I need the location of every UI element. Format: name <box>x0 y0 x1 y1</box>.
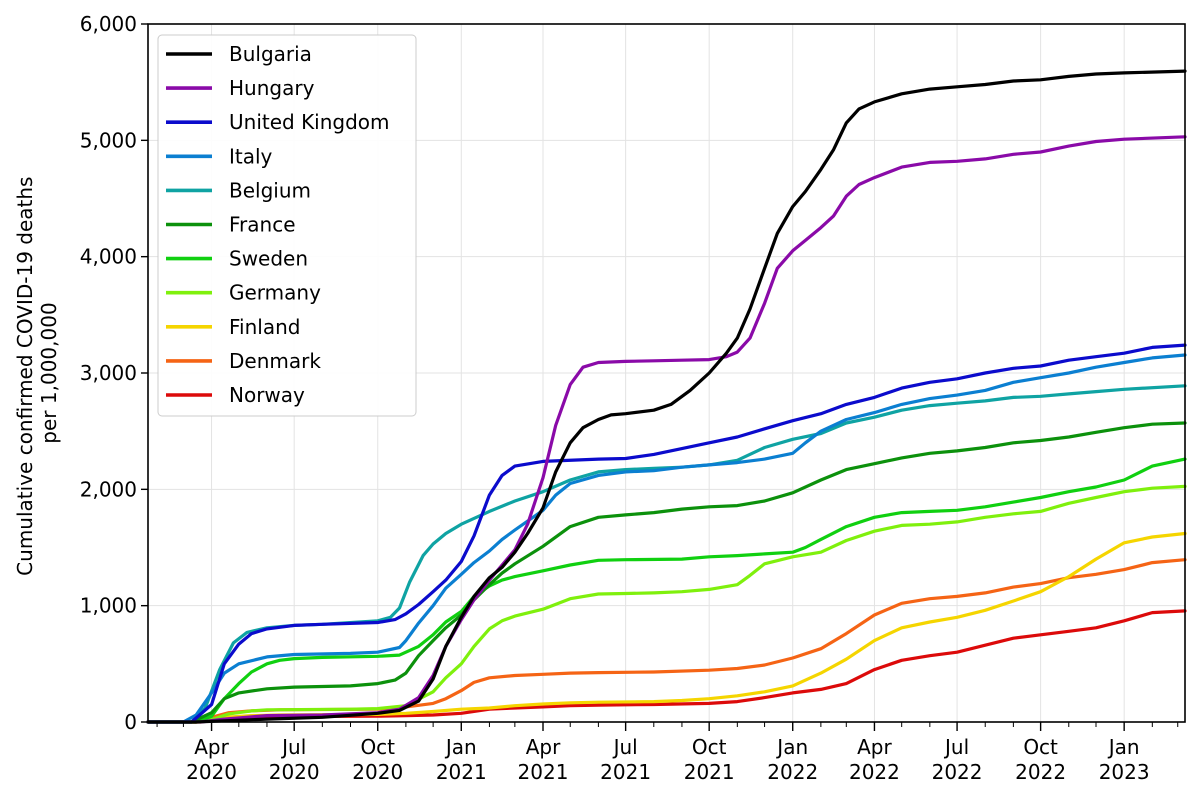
series-line-hungary <box>146 135 1187 724</box>
legend-label-belgium: Belgium <box>229 178 311 202</box>
series-line-france <box>146 421 1187 724</box>
x-axis: Apr2020Jul2020Oct2020Jan2021Apr2021Jul20… <box>156 722 1179 784</box>
series-lines <box>146 69 1187 724</box>
legend-label-norway: Norway <box>229 383 305 407</box>
x-tick-label-year: 2022 <box>767 760 818 784</box>
y-axis-label: Cumulative confirmed COVID-19 deaths per… <box>13 170 61 576</box>
series-line-norway <box>146 609 1187 724</box>
x-tick-label-year: 2021 <box>600 760 651 784</box>
x-tick-label-year: 2020 <box>269 760 320 784</box>
x-tick-label-month: Jan <box>1107 735 1140 759</box>
series-line-united-kingdom <box>146 343 1187 724</box>
x-tick-label-month: Oct <box>360 735 395 759</box>
series-line-sweden <box>146 457 1187 724</box>
y-axis-label-line-2: per 1,000,000 <box>37 302 61 443</box>
legend-label-france: France <box>229 213 296 237</box>
legend-label-germany: Germany <box>229 281 321 305</box>
x-tick-label-year: 2021 <box>436 760 487 784</box>
series-line-germany <box>146 484 1187 724</box>
y-tick-label: 3,000 <box>80 361 137 385</box>
x-tick-label-month: Jul <box>943 735 969 759</box>
y-tick-label: 0 <box>124 710 137 734</box>
x-tick-label-year: 2022 <box>849 760 900 784</box>
x-tick-label-year: 2021 <box>518 760 569 784</box>
x-tick-label-month: Jan <box>775 735 808 759</box>
y-tick-label: 6,000 <box>80 12 137 36</box>
legend-label-hungary: Hungary <box>229 76 315 100</box>
x-tick-label-month: Jul <box>612 735 638 759</box>
legend-label-italy: Italy <box>229 144 273 168</box>
legend-label-sweden: Sweden <box>229 247 308 271</box>
y-tick-label: 1,000 <box>80 594 137 618</box>
legend-label-united-kingdom: United Kingdom <box>229 110 390 134</box>
x-tick-label-year: 2022 <box>1015 760 1066 784</box>
x-tick-label-month: Apr <box>526 735 561 759</box>
legend-box <box>157 34 417 417</box>
x-tick-label-month: Oct <box>1023 735 1058 759</box>
legend-label-denmark: Denmark <box>229 349 321 373</box>
x-tick-label-year: 2020 <box>186 760 237 784</box>
x-tick-label-month: Jan <box>444 735 477 759</box>
y-tick-label: 2,000 <box>80 477 137 501</box>
y-axis-label-line-1: Cumulative confirmed COVID-19 deaths <box>13 177 37 576</box>
series-line-italy <box>146 353 1187 724</box>
x-tick-label-year: 2022 <box>932 760 983 784</box>
y-axis: 0 1,000 2,000 3,000 4,000 5,000 6,000 <box>80 12 148 734</box>
y-tick-label: 4,000 <box>80 245 137 269</box>
y-tick-label: 5,000 <box>80 128 137 152</box>
legend-label-bulgaria: Bulgaria <box>229 42 312 66</box>
x-tick-label-year: 2023 <box>1099 760 1150 784</box>
legend: Bulgaria Hungary United Kingdom Italy Belgiu… <box>157 34 417 417</box>
series-line-finland <box>146 531 1187 724</box>
x-tick-label-year: 2020 <box>352 760 403 784</box>
x-tick-label-month: Jul <box>280 735 306 759</box>
x-tick-label-month: Oct <box>692 735 727 759</box>
series-line-bulgaria <box>146 69 1187 724</box>
series-line-denmark <box>146 558 1187 724</box>
legend-label-finland: Finland <box>229 315 300 339</box>
x-tick-label-year: 2021 <box>684 760 735 784</box>
x-tick-label-month: Apr <box>857 735 892 759</box>
x-tick-label-month: Apr <box>194 735 229 759</box>
